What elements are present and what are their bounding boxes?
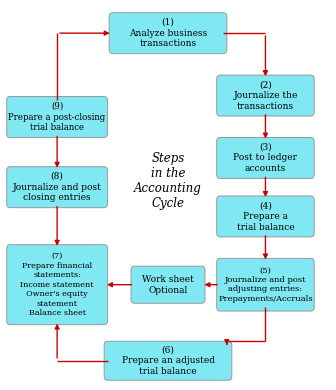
Text: (1)
Analyze business
transactions: (1) Analyze business transactions xyxy=(129,18,207,48)
FancyBboxPatch shape xyxy=(217,258,314,311)
Text: (9)
Prepare a post-closing
trial balance: (9) Prepare a post-closing trial balance xyxy=(8,102,106,132)
Text: (7)
Prepare financial
statements:
Income statement
Owner's equity
statement
Bala: (7) Prepare financial statements: Income… xyxy=(20,252,94,317)
Text: (8)
Journalize and post
closing entries: (8) Journalize and post closing entries xyxy=(13,172,101,202)
Text: Steps
in the
Accounting
Cycle: Steps in the Accounting Cycle xyxy=(134,152,202,210)
Text: (5)
Journalize and post
adjusting entries:
Prepayments/Accruals: (5) Journalize and post adjusting entrie… xyxy=(218,266,313,303)
FancyBboxPatch shape xyxy=(7,167,108,207)
Text: (2)
Journalize the
transactions: (2) Journalize the transactions xyxy=(233,80,298,111)
Text: Work sheet
Optional: Work sheet Optional xyxy=(142,275,194,294)
Text: (4)
Prepare a
trial balance: (4) Prepare a trial balance xyxy=(237,201,294,232)
FancyBboxPatch shape xyxy=(217,196,314,237)
Text: (6)
Prepare an adjusted
trial balance: (6) Prepare an adjusted trial balance xyxy=(122,346,214,376)
FancyBboxPatch shape xyxy=(131,266,205,303)
FancyBboxPatch shape xyxy=(217,75,314,116)
FancyBboxPatch shape xyxy=(104,341,232,380)
Text: (3)
Post to ledger
accounts: (3) Post to ledger accounts xyxy=(234,143,297,173)
FancyBboxPatch shape xyxy=(7,245,108,324)
FancyBboxPatch shape xyxy=(109,13,227,53)
FancyBboxPatch shape xyxy=(7,97,108,138)
FancyBboxPatch shape xyxy=(217,138,314,179)
